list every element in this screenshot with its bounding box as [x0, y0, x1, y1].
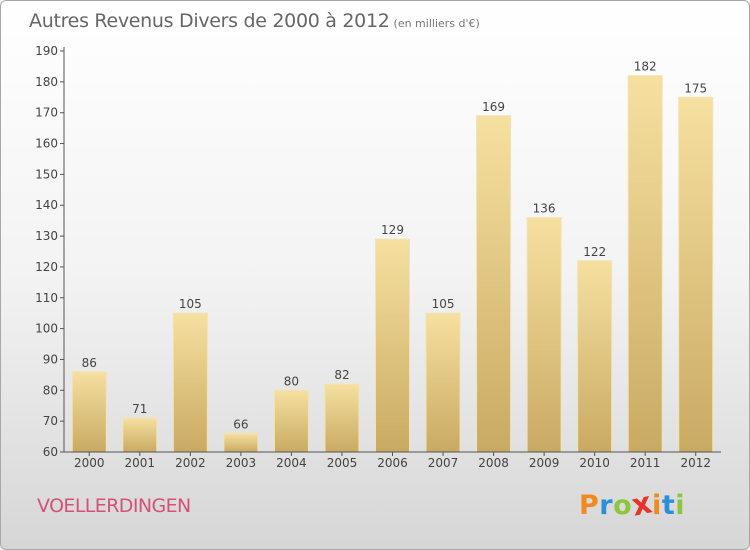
y-tick-label: 110 — [35, 291, 58, 305]
bar-2006 — [375, 238, 410, 453]
x-tick-label: 2011 — [630, 456, 661, 470]
bar-2004 — [273, 389, 309, 453]
bar-2009 — [526, 217, 562, 453]
logo-letter: r — [599, 490, 614, 521]
bar-series: 86 71 105 66 80 82 129 105 169 136 122 182 175 — [71, 60, 714, 453]
x-tick-label: 2005 — [327, 456, 358, 470]
proxiti-logo: Proxiti — [579, 485, 685, 523]
x-tick-label: 2004 — [276, 456, 307, 470]
bar-2011 — [627, 75, 663, 453]
data-label-2010: 122 — [583, 245, 606, 259]
data-label-2008: 169 — [482, 100, 505, 114]
y-axis: 60 70 80 90 100 110 120 130 140 150 160 170 180 190 — [35, 44, 65, 459]
y-tick-label: 70 — [43, 414, 58, 428]
bar-2012 — [678, 96, 714, 453]
y-tick-label: 140 — [35, 198, 58, 212]
data-label-2003: 66 — [233, 417, 248, 431]
logo-letter: i — [675, 490, 685, 521]
data-label-2000: 86 — [82, 356, 97, 370]
data-label-2002: 105 — [179, 297, 202, 311]
x-tick-label: 2002 — [175, 456, 206, 470]
x-axis: 2000 2001 2002 2003 2004 2005 2006 2007 2008 2009… — [64, 451, 721, 470]
x-tick-label: 2010 — [579, 456, 610, 470]
y-tick-label: 120 — [35, 260, 58, 274]
bar-2000 — [71, 371, 107, 453]
y-tick-label: 90 — [43, 352, 58, 366]
bar-2001 — [122, 417, 158, 453]
data-label-2001: 71 — [132, 402, 147, 416]
y-tick-label: 80 — [43, 383, 58, 397]
commune-name: VOELLERDINGEN — [37, 495, 191, 517]
bar-2010 — [577, 260, 613, 453]
bar-2002 — [172, 312, 208, 453]
y-tick-label: 190 — [35, 44, 58, 58]
x-tick-label: 2009 — [529, 456, 560, 470]
chart-subtitle: (en milliers d'€) — [393, 17, 480, 30]
x-tick-label: 2007 — [428, 456, 459, 470]
logo-letter: P — [579, 490, 600, 521]
y-tick-label: 100 — [35, 322, 58, 336]
logo-letter: o — [613, 490, 633, 521]
data-label-2005: 82 — [334, 368, 349, 382]
y-tick-label: 60 — [43, 445, 58, 459]
bar-2005 — [324, 383, 360, 453]
data-label-2012: 175 — [684, 81, 707, 95]
x-tick-label: 2012 — [680, 456, 711, 470]
chart-title-text: Autres Revenus Divers de 2000 à 2012 — [29, 10, 390, 32]
y-tick-label: 160 — [35, 137, 58, 151]
data-label-2004: 80 — [284, 374, 299, 388]
x-tick-label: 2006 — [377, 456, 408, 470]
x-tick-label: 2003 — [226, 456, 257, 470]
y-tick-label: 150 — [35, 167, 58, 181]
bar-2008 — [476, 115, 512, 453]
data-label-2007: 105 — [432, 297, 455, 311]
data-label-2011: 182 — [634, 60, 657, 74]
data-label-2006: 129 — [381, 223, 404, 237]
logo-letter: i — [652, 490, 662, 521]
bar-2003 — [223, 432, 259, 453]
y-tick-label: 130 — [35, 229, 58, 243]
y-tick-label: 170 — [35, 106, 58, 120]
bar-2007 — [425, 312, 461, 453]
data-label-2009: 136 — [533, 202, 556, 216]
chart-title: Autres Revenus Divers de 2000 à 2012 (en … — [29, 10, 480, 32]
x-tick-label: 2001 — [125, 456, 156, 470]
x-tick-label: 2000 — [74, 456, 105, 470]
y-tick-label: 180 — [35, 75, 58, 89]
x-tick-label: 2008 — [478, 456, 509, 470]
logo-letter: t — [661, 490, 676, 521]
